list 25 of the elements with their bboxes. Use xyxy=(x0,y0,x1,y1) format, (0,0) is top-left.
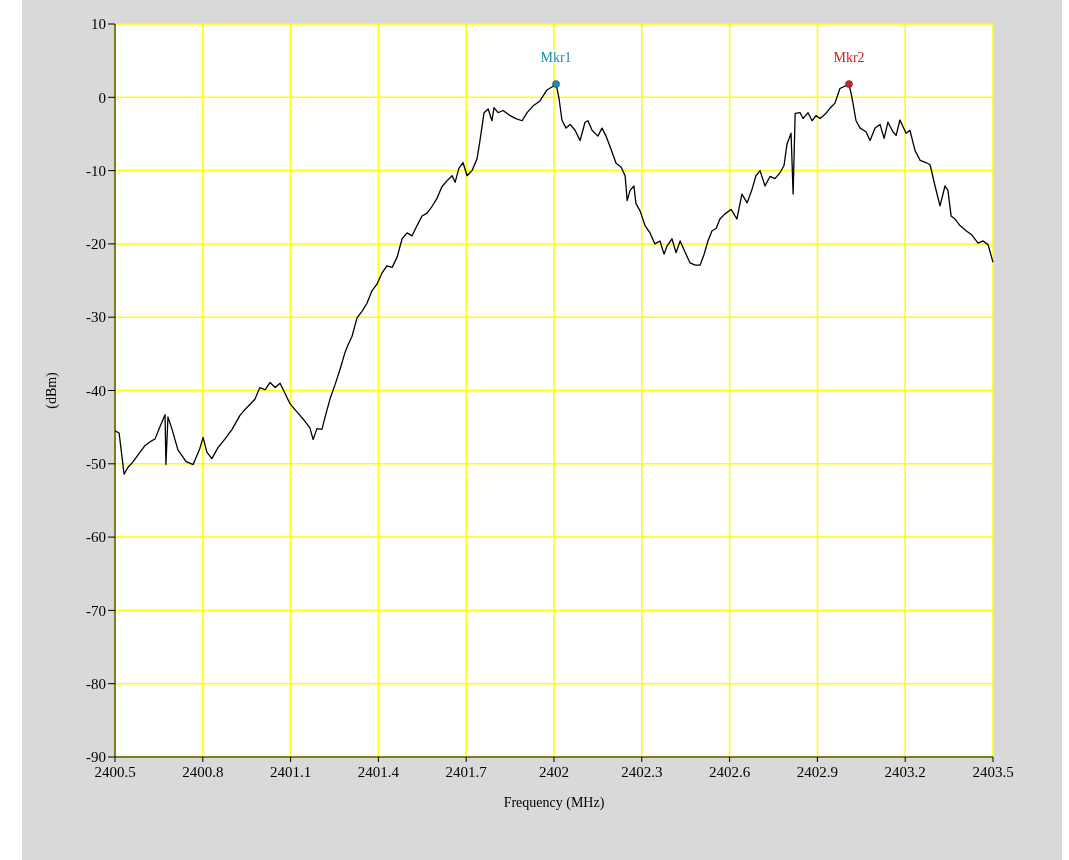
y-tick-label: -60 xyxy=(86,529,106,546)
y-tick-label: -20 xyxy=(86,236,106,253)
y-tick-label: 10 xyxy=(91,16,106,33)
x-tick-label: 2403.2 xyxy=(884,764,926,780)
y-tick-label: -70 xyxy=(86,602,106,619)
x-tick-label: 2403.5 xyxy=(972,764,1014,780)
y-tick-label: -30 xyxy=(86,309,106,326)
x-tick-label: 2401.4 xyxy=(357,764,400,780)
x-tick-label: 2402.6 xyxy=(708,764,751,780)
y-tick-label: -80 xyxy=(86,675,106,692)
y-tick-label: -90 xyxy=(86,749,106,766)
y-tick-label: 0 xyxy=(98,89,106,106)
annotation: Mkr2 xyxy=(833,50,865,66)
x-tick-label: 2401.1 xyxy=(269,764,312,780)
x-tick-label: 2400.8 xyxy=(182,764,224,780)
x-tick-label: 2401.7 xyxy=(445,764,488,780)
x-tick-label: 2402 xyxy=(539,764,569,780)
y-axis-title: (dBm) xyxy=(44,371,60,409)
x-axis-title: Frequency (MHz) xyxy=(503,795,605,811)
x-tick-label: 2400.5 xyxy=(94,764,136,780)
x-tick-label: 2402.9 xyxy=(796,764,839,780)
y-tick-label: -40 xyxy=(86,382,106,399)
y-tick-label: -10 xyxy=(86,162,106,179)
x-tick-label: 2402.3 xyxy=(621,764,663,780)
y-tick-label: -50 xyxy=(86,456,106,473)
